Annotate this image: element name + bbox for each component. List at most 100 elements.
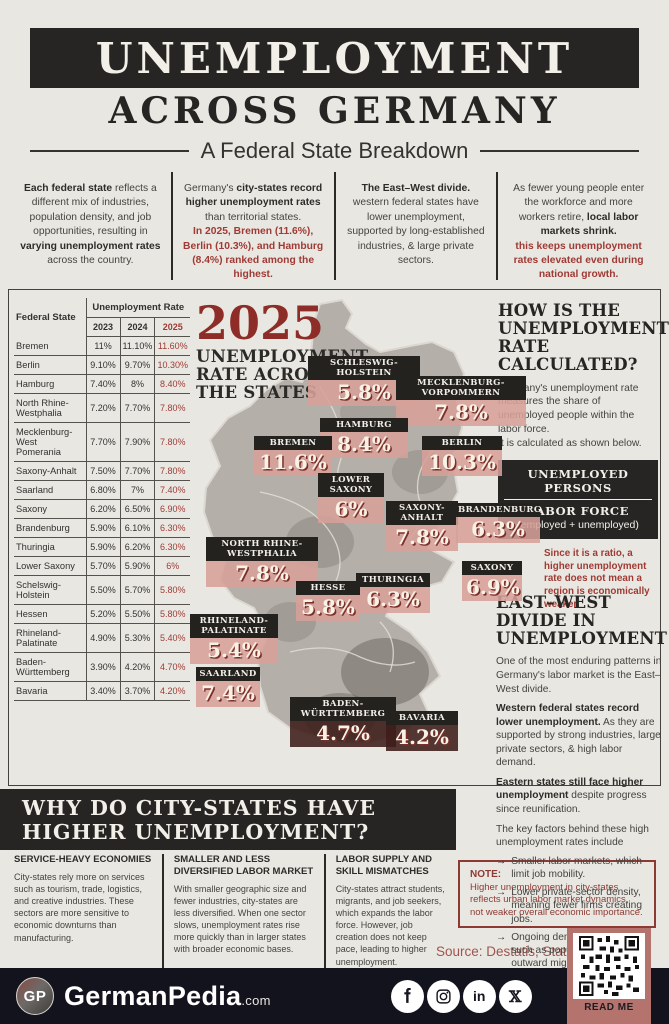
col-2023: 2023 (86, 317, 121, 337)
east-west-p1: One of the most enduring patterns in Ger… (496, 656, 662, 695)
state-cell: Saxony (14, 499, 87, 519)
table-header-row: Federal State Unemployment Rate (14, 298, 190, 337)
rate-2024: 3.70% (120, 681, 156, 701)
state-rate: 6% (318, 497, 384, 524)
rate-2023: 7.20% (86, 393, 121, 423)
state-rate: 10.3% (422, 450, 502, 477)
tagline-text: A Federal State Breakdown (200, 138, 469, 163)
read-me-label: READ ME (584, 1002, 634, 1013)
state-rate: 5.4% (190, 638, 278, 665)
how-calculated-p1: Germany's unemployment rate measures the… (498, 382, 639, 436)
source-text: Source: Destatis, Statista (436, 944, 588, 959)
intro-card-2-text0: Germany's (184, 183, 237, 194)
rate-2025: 7.80% (154, 393, 190, 423)
main-frame (8, 289, 661, 786)
bullet-text: Lower private-sector density, meaning fe… (511, 887, 642, 925)
state-cell: Berlin (14, 355, 87, 375)
state-cell: Lower Saxony (14, 556, 87, 576)
intro-card-2-accent: In 2025, Bremen (11.6%), Berlin (10.3%),… (183, 226, 324, 281)
why-column-3-heading: LABOR SUPPLY AND SKILL MISMATCHES (335, 854, 432, 877)
state-name: SAXONY-ANHALT (386, 501, 458, 526)
qr-panel[interactable]: READ ME (567, 928, 651, 1024)
table-row: Bremen 11% 11.10% 11.60% (14, 336, 190, 356)
why-column-3: LABOR SUPPLY AND SKILL MISMATCHES City-s… (336, 854, 456, 968)
state-cell: North Rhine-Westphalia (14, 393, 87, 423)
how-calculated-section: HOW IS THE UNEMPLOYMENT RATE CALCULATED?… (498, 301, 669, 612)
why-divider-1 (161, 854, 164, 968)
map-label-hamburg: HAMBURG 8.4% (320, 418, 408, 459)
state-rate: 8.4% (320, 432, 408, 459)
col-2024: 2024 (120, 317, 156, 337)
rate-2024: 5.90% (120, 556, 156, 576)
tagline-rule-right (480, 150, 640, 152)
state-cell: Saarland (14, 480, 87, 500)
table-row: Hessen 5.20% 5.50% 5.80% (14, 604, 190, 624)
rate-2025: 7.80% (154, 422, 190, 462)
state-rate: 7.8% (386, 525, 458, 552)
table-row: Baden-Württemberg 3.90% 4.20% 4.70% (14, 652, 190, 682)
table-row: Mecklenburg-West Pomerania 7.70% 7.90% 7.80… (14, 422, 190, 462)
germanpedia-logo[interactable]: GP (16, 977, 54, 1015)
state-cell: Hessen (14, 604, 87, 624)
rate-2024: 9.70% (120, 355, 156, 375)
why-columns: SERVICE-HEAVY ECONOMIES City-states rely… (14, 854, 456, 968)
rate-2023: 7.50% (86, 461, 121, 481)
table-row: North Rhine-Westphalia 7.20% 7.70% 7.80% (14, 393, 190, 423)
intro-divider-3 (496, 172, 499, 280)
rate-2024: 6.20% (120, 537, 156, 557)
rate-2023: 5.90% (86, 518, 121, 538)
intro-card-3: The East–West divide. western federal st… (336, 170, 497, 282)
state-name: THURINGIA (356, 573, 430, 588)
why-banner: WHY DO CITY-STATES HAVE HIGHER UNEMPLOYM… (0, 789, 456, 850)
state-name: HAMBURG (320, 418, 408, 433)
page-title: UNEMPLOYMENT (95, 33, 574, 83)
table-row: Hamburg 7.40% 8% 8.40% (14, 374, 190, 394)
footer-bar: GP GermanPedia.com in 𝕏 (0, 968, 669, 1024)
rate-2023: 3.90% (86, 652, 121, 682)
rate-2024: 7% (120, 480, 156, 500)
map-label-baden-wurttemberg: BADEN-WÜRTTEMBERG 4.7% (290, 697, 396, 748)
linkedin-icon[interactable]: in (462, 979, 496, 1013)
rate-2025: 6.90% (154, 499, 190, 519)
rate-2023: 5.50% (86, 575, 121, 605)
why-column-1: SERVICE-HEAVY ECONOMIES City-states rely… (14, 854, 162, 968)
table-row: Lower Saxony 5.70% 5.90% 6% (14, 556, 190, 576)
rate-2024: 4.20% (120, 652, 156, 682)
rate-2024: 7.70% (120, 461, 156, 481)
why-column-2-heading: SMALLER AND LESS DIVERSIFIED LABOR MARKE… (173, 854, 314, 877)
state-name: BAVARIA (386, 711, 458, 726)
qr-code[interactable] (573, 933, 645, 999)
arrow-icon: → (496, 855, 507, 867)
rate-2025: 6.30% (154, 537, 190, 557)
state-cell: Mecklenburg-West Pomerania (14, 422, 87, 462)
x-icon[interactable]: 𝕏 (498, 979, 532, 1013)
table-row: Schelswig-Holstein 5.50% 5.70% 5.80% (14, 575, 190, 605)
rate-2025: 6% (154, 556, 190, 576)
state-rate: 11.6% (254, 450, 332, 477)
state-name: BREMEN (254, 436, 332, 451)
facebook-icon[interactable] (390, 979, 424, 1013)
col-2025: 2025 (154, 317, 190, 337)
why-column-1-heading: SERVICE-HEAVY ECONOMIES (14, 854, 152, 865)
east-west-p3-bold: Eastern states still face higher unemplo… (496, 776, 644, 802)
rate-2023: 4.90% (86, 623, 121, 653)
why-divider-2 (323, 854, 326, 968)
state-name: HESSE (296, 581, 360, 596)
rate-2025: 4.70% (154, 652, 190, 682)
ratio-note: Since it is a ratio, a higher unemployme… (544, 548, 650, 610)
brand-name[interactable]: GermanPedia.com (64, 981, 271, 1012)
state-cell: Rhineland-Palatinate (14, 623, 87, 653)
map-label-mecklenburg-vorpommern: MECKLENBURG-VORPOMMERN 7.8% (396, 376, 526, 427)
instagram-icon[interactable] (426, 979, 460, 1013)
intro-divider-1 (170, 172, 173, 280)
how-calculated-p2: It is calculated as shown below. (498, 438, 642, 450)
rate-2025: 6.30% (154, 518, 190, 538)
intro-card-3-bold: The East–West divide. (361, 183, 471, 194)
rate-2023: 7.70% (86, 422, 121, 462)
table-row: Saarland 6.80% 7% 7.40% (14, 480, 190, 500)
map-label-saxony: SAXONY 6.9% (462, 561, 522, 602)
state-cell: Bremen (14, 336, 87, 356)
map-label-saxony-anhalt: SAXONY-ANHALT 7.8% (386, 501, 458, 552)
formula-denominator: LABOR FORCE (527, 504, 629, 519)
